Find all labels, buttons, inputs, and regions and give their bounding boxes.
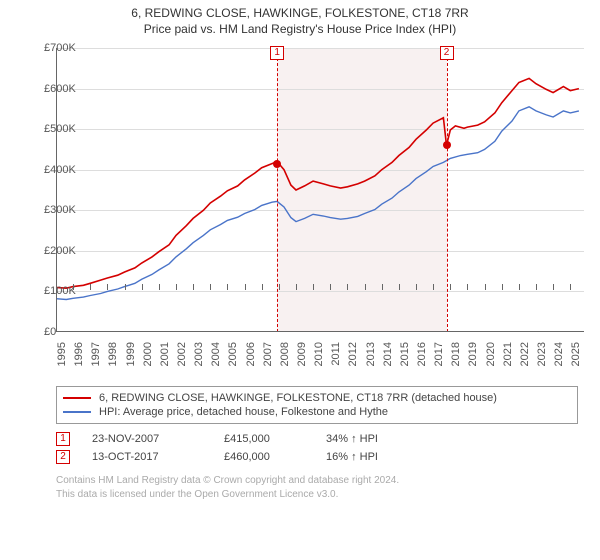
x-axis-label: 2000: [142, 342, 154, 366]
x-tick: [382, 284, 383, 290]
legend-swatch-hpi: [63, 411, 91, 413]
y-axis-label: £700K: [44, 42, 50, 54]
x-axis-label: 2003: [193, 342, 205, 366]
legend-box: 6, REDWING CLOSE, HAWKINGE, FOLKESTONE, …: [56, 386, 578, 424]
x-tick: [245, 284, 246, 290]
event-row: 1 23-NOV-2007 £415,000 34% ↑ HPI: [56, 430, 578, 448]
footer-line1: Contains HM Land Registry data © Crown c…: [56, 474, 592, 488]
chart-area: 12 £0 £100K £200K £300K £400K £500K £600K £700K…: [8, 40, 592, 378]
x-axis-label: 2002: [176, 342, 188, 366]
event-price: £460,000: [224, 451, 304, 463]
x-axis-label: 2009: [296, 342, 308, 366]
x-axis-label: 2017: [433, 342, 445, 366]
x-tick: [125, 284, 126, 290]
x-axis-label: 2004: [210, 342, 222, 366]
x-tick: [553, 284, 554, 290]
plot-border: [56, 48, 584, 332]
x-tick: [279, 284, 280, 290]
x-axis-label: 1998: [107, 342, 119, 366]
x-axis-label: 2025: [570, 342, 582, 366]
y-axis-label: £0: [44, 326, 50, 338]
x-axis-label: 2010: [313, 342, 325, 366]
x-axis-label: 2012: [347, 342, 359, 366]
x-axis-label: 2015: [399, 342, 411, 366]
x-tick: [193, 284, 194, 290]
x-axis-label: 2023: [536, 342, 548, 366]
x-tick: [347, 284, 348, 290]
event-row: 2 13-OCT-2017 £460,000 16% ↑ HPI: [56, 448, 578, 466]
plot-region: 12: [56, 48, 584, 332]
event-hpi: 34% ↑ HPI: [326, 433, 416, 445]
x-tick: [90, 284, 91, 290]
x-tick: [227, 284, 228, 290]
x-tick: [210, 284, 211, 290]
x-tick: [416, 284, 417, 290]
x-axis-label: 2001: [159, 342, 171, 366]
title-line2: Price paid vs. HM Land Registry's House …: [10, 22, 590, 36]
x-axis-label: 2005: [227, 342, 239, 366]
x-tick: [262, 284, 263, 290]
x-tick: [399, 284, 400, 290]
event-hpi: 16% ↑ HPI: [326, 451, 416, 463]
x-axis-label: 2018: [450, 342, 462, 366]
x-tick: [536, 284, 537, 290]
y-axis-label: £500K: [44, 123, 50, 135]
x-axis-label: 2007: [262, 342, 274, 366]
x-tick: [142, 284, 143, 290]
x-tick: [296, 284, 297, 290]
x-axis-label: 2014: [382, 342, 394, 366]
x-axis-label: 1996: [73, 342, 85, 366]
x-tick: [107, 284, 108, 290]
x-tick: [365, 284, 366, 290]
x-axis-label: 2021: [502, 342, 514, 366]
x-tick: [570, 284, 571, 290]
x-tick: [330, 284, 331, 290]
title-block: 6, REDWING CLOSE, HAWKINGE, FOLKESTONE, …: [0, 0, 600, 40]
x-labels: 1995 1996 1997 1998 1999 2000 2001 2002 2003 2004…: [56, 336, 584, 378]
x-axis-label: 2024: [553, 342, 565, 366]
x-axis-label: 2006: [245, 342, 257, 366]
x-tick: [176, 284, 177, 290]
event-date: 13-OCT-2017: [92, 451, 202, 463]
x-axis-label: 2013: [365, 342, 377, 366]
x-axis-label: 1997: [90, 342, 102, 366]
footer-attribution: Contains HM Land Registry data © Crown c…: [56, 474, 592, 501]
x-axis-label: 2011: [330, 342, 342, 366]
y-axis-label: £400K: [44, 164, 50, 176]
legend-swatch-price: [63, 397, 91, 399]
x-axis-label: 2019: [467, 342, 479, 366]
legend-label-price: 6, REDWING CLOSE, HAWKINGE, FOLKESTONE, …: [99, 392, 497, 404]
x-axis-label: 2008: [279, 342, 291, 366]
x-tick: [502, 284, 503, 290]
x-tick: [467, 284, 468, 290]
legend-row-price: 6, REDWING CLOSE, HAWKINGE, FOLKESTONE, …: [63, 391, 571, 405]
footer-line2: This data is licensed under the Open Gov…: [56, 488, 592, 502]
chart-container: 6, REDWING CLOSE, HAWKINGE, FOLKESTONE, …: [0, 0, 600, 560]
x-tick: [159, 284, 160, 290]
event-badge: 2: [56, 450, 70, 464]
y-axis-label: £200K: [44, 245, 50, 257]
title-line1: 6, REDWING CLOSE, HAWKINGE, FOLKESTONE, …: [10, 6, 590, 20]
x-tick: [485, 284, 486, 290]
x-tick: [313, 284, 314, 290]
event-badge: 1: [56, 432, 70, 446]
y-axis-label: £600K: [44, 83, 50, 95]
legend-row-hpi: HPI: Average price, detached house, Folk…: [63, 405, 571, 419]
events-table: 1 23-NOV-2007 £415,000 34% ↑ HPI 2 13-OCT-201…: [56, 430, 578, 466]
legend-label-hpi: HPI: Average price, detached house, Folk…: [99, 406, 388, 418]
event-price: £415,000: [224, 433, 304, 445]
x-tick: [450, 284, 451, 290]
x-axis-label: 1995: [56, 342, 68, 366]
y-axis-label: £300K: [44, 204, 50, 216]
x-axis-label: 1999: [125, 342, 137, 366]
x-axis-label: 2022: [519, 342, 531, 366]
x-tick: [433, 284, 434, 290]
event-date: 23-NOV-2007: [92, 433, 202, 445]
x-axis-label: 2020: [485, 342, 497, 366]
y-axis-label: £100K: [44, 285, 50, 297]
x-tick: [519, 284, 520, 290]
x-axis-label: 2016: [416, 342, 428, 366]
